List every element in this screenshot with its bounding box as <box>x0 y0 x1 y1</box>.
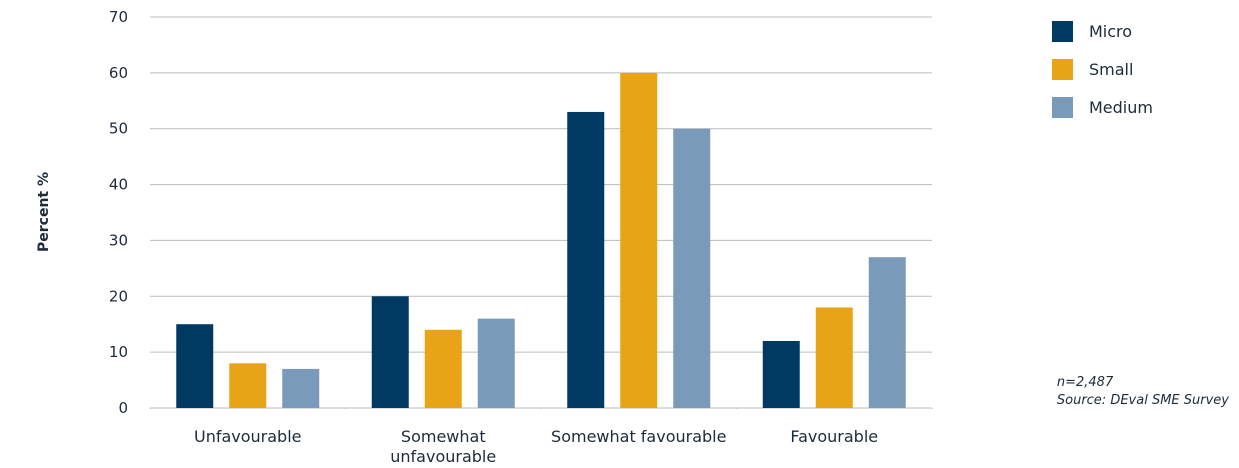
bar-medium-3 <box>868 257 906 408</box>
legend: Micro Small Medium <box>1052 12 1153 126</box>
legend-swatch-medium <box>1052 96 1073 118</box>
bar-small-3 <box>815 307 853 408</box>
y-tick-label-10: 10 <box>109 343 128 361</box>
bar-small-2 <box>620 72 658 408</box>
source-note: Source: DEval SME Survey <box>1056 393 1229 408</box>
y-axis-label: Percent % <box>36 172 52 252</box>
y-tick-label-50: 50 <box>109 120 128 138</box>
legend-label-micro: Micro <box>1089 21 1133 41</box>
bar-micro-3 <box>762 340 800 408</box>
y-tick-label-30: 30 <box>109 231 128 249</box>
x-category-label-0: Unfavourable <box>194 427 302 446</box>
bar-micro-1 <box>371 296 409 408</box>
bar-micro-2 <box>567 111 605 408</box>
y-axis-ticks: 0 10 20 30 40 50 60 70 <box>109 8 128 417</box>
sample-size-note: n=2,487 <box>1056 375 1114 390</box>
x-axis-categories: Unfavourable Somewhat unfavourable Somewhat… <box>194 427 878 466</box>
legend-swatch-small <box>1052 58 1073 80</box>
legend-item-small: Small <box>1052 50 1153 88</box>
y-tick-label-60: 60 <box>109 64 128 82</box>
legend-item-medium: Medium <box>1052 88 1153 126</box>
chart-notes: n=2,487 Source: DEval SME Survey <box>1057 374 1229 410</box>
bar-medium-1 <box>477 318 515 408</box>
bars <box>176 72 906 408</box>
legend-label-medium: Medium <box>1089 97 1153 117</box>
y-tick-label-20: 20 <box>109 287 128 305</box>
legend-swatch-micro <box>1052 20 1073 42</box>
y-tick-label-0: 0 <box>118 399 128 417</box>
bar-medium-2 <box>673 128 711 408</box>
gridlines <box>149 16 933 409</box>
legend-label-small: Small <box>1089 59 1134 79</box>
bar-micro-0 <box>176 324 214 408</box>
bar-small-0 <box>229 363 267 408</box>
legend-item-micro: Micro <box>1052 12 1153 50</box>
x-category-label-2: Somewhat favourable <box>551 427 726 446</box>
bar-medium-0 <box>282 368 320 408</box>
bar-small-1 <box>424 329 462 408</box>
x-category-label-3: Favourable <box>790 427 878 446</box>
x-category-label-1: Somewhat unfavourable <box>390 427 496 466</box>
y-tick-label-40: 40 <box>109 176 128 194</box>
y-tick-label-70: 70 <box>109 8 128 26</box>
